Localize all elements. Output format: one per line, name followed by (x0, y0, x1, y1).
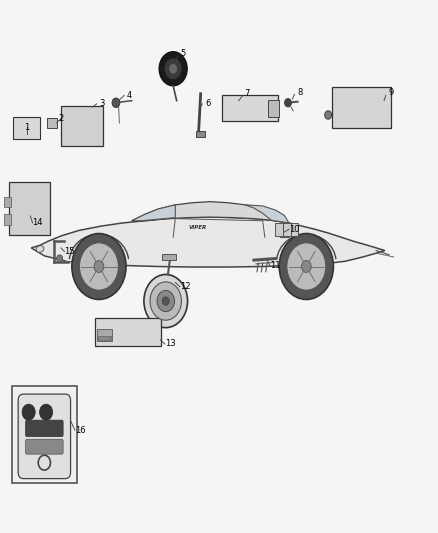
Circle shape (162, 297, 169, 305)
FancyBboxPatch shape (332, 87, 391, 128)
Circle shape (169, 63, 177, 74)
Text: 4: 4 (127, 91, 132, 100)
Circle shape (325, 111, 332, 119)
FancyBboxPatch shape (4, 197, 11, 207)
FancyBboxPatch shape (25, 420, 63, 437)
Circle shape (39, 404, 53, 420)
FancyBboxPatch shape (291, 223, 298, 236)
Text: 7: 7 (245, 89, 250, 98)
Circle shape (301, 261, 311, 272)
Circle shape (79, 243, 118, 290)
Polygon shape (245, 205, 289, 223)
Text: 13: 13 (165, 339, 175, 348)
Text: 2: 2 (58, 114, 64, 123)
FancyBboxPatch shape (47, 118, 57, 128)
Text: 9: 9 (389, 87, 394, 96)
Text: 16: 16 (75, 426, 85, 435)
Text: 12: 12 (180, 282, 190, 291)
FancyBboxPatch shape (95, 318, 161, 346)
Circle shape (164, 58, 182, 79)
Text: 5: 5 (180, 50, 186, 58)
Text: 3: 3 (99, 99, 105, 108)
Circle shape (150, 282, 181, 320)
FancyBboxPatch shape (276, 223, 283, 236)
FancyBboxPatch shape (97, 329, 112, 342)
Circle shape (285, 99, 291, 107)
Text: 10: 10 (289, 225, 299, 234)
Circle shape (22, 404, 35, 420)
Circle shape (287, 243, 326, 290)
Polygon shape (132, 205, 175, 221)
Circle shape (157, 290, 174, 312)
Text: 15: 15 (64, 247, 75, 256)
Circle shape (279, 233, 333, 300)
Polygon shape (132, 201, 289, 223)
FancyBboxPatch shape (12, 385, 77, 483)
Circle shape (159, 52, 187, 86)
Text: 6: 6 (205, 99, 210, 108)
FancyBboxPatch shape (13, 117, 40, 139)
Circle shape (112, 98, 120, 108)
FancyBboxPatch shape (223, 95, 278, 122)
Circle shape (72, 233, 126, 300)
FancyBboxPatch shape (162, 254, 176, 260)
FancyBboxPatch shape (10, 182, 50, 235)
FancyBboxPatch shape (4, 214, 11, 224)
FancyBboxPatch shape (98, 336, 111, 341)
Ellipse shape (36, 246, 44, 252)
FancyBboxPatch shape (196, 131, 205, 138)
Circle shape (57, 255, 63, 262)
Text: VIPER: VIPER (188, 225, 207, 230)
Text: 8: 8 (297, 87, 303, 96)
FancyBboxPatch shape (268, 100, 279, 117)
FancyBboxPatch shape (18, 394, 71, 479)
Text: 1: 1 (24, 123, 29, 132)
Circle shape (94, 261, 104, 272)
Circle shape (144, 274, 187, 328)
FancyBboxPatch shape (283, 223, 290, 236)
Text: 14: 14 (32, 219, 43, 228)
Polygon shape (31, 217, 385, 267)
FancyBboxPatch shape (61, 106, 103, 147)
FancyBboxPatch shape (25, 439, 63, 454)
Text: 11: 11 (270, 261, 280, 270)
